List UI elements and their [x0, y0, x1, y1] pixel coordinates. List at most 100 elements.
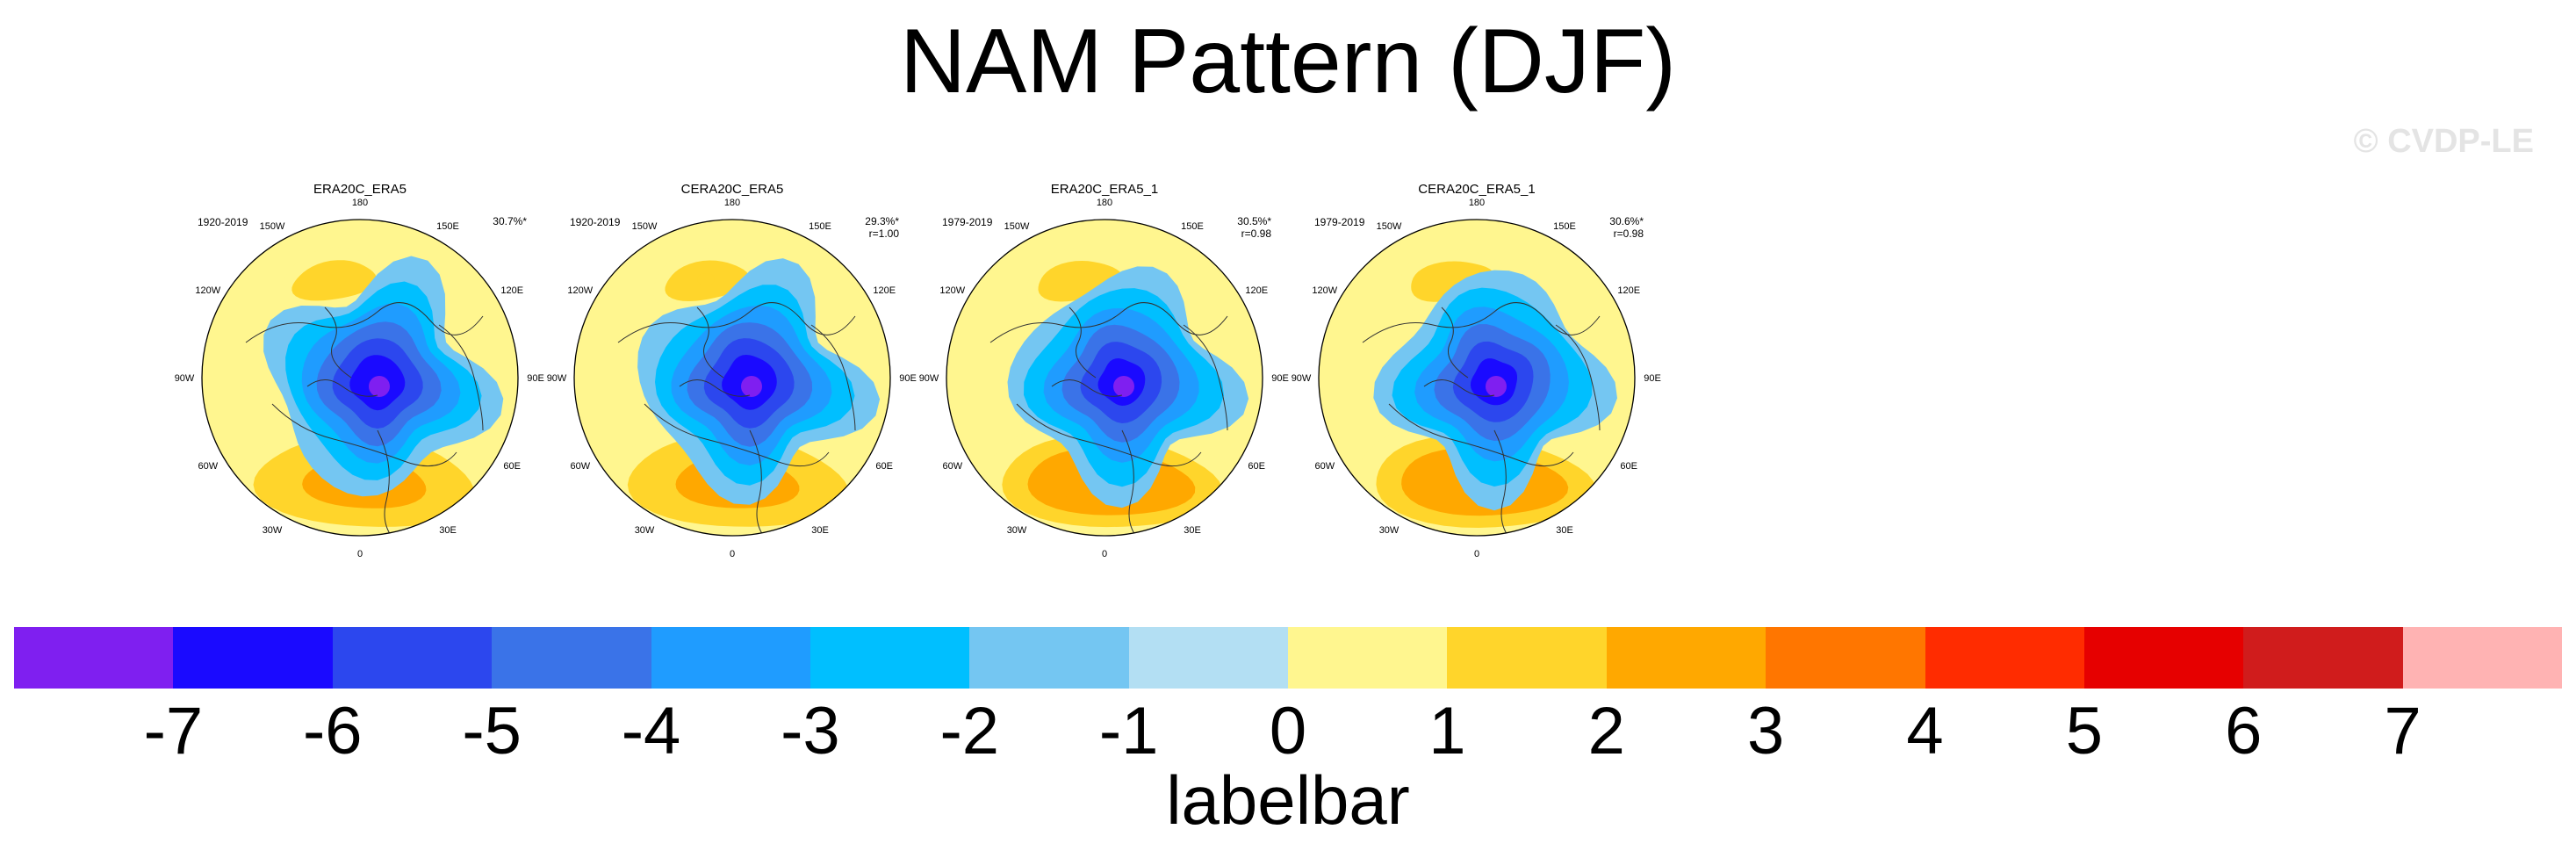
colorbar-segment [1766, 627, 1925, 689]
colorbar-tick-label: 6 [2225, 694, 2263, 768]
coastline [749, 429, 786, 536]
longitude-label: 150W [1377, 221, 1402, 232]
panel-title: CERA20C_ERA5_1 [1418, 182, 1536, 197]
longitude-label: 120E [1617, 285, 1640, 296]
map-boundary [1318, 219, 1636, 537]
map-panel: CERA20C_ERA5 1920-2019 29.3%* r=1.00 0 30E 60E… [547, 180, 917, 559]
contour-fill [1486, 376, 1507, 397]
colorbar-tick-label: -3 [781, 694, 840, 768]
coastline [1016, 403, 1202, 467]
colorbar-segment [2083, 627, 2244, 689]
colorbar-segment [2402, 627, 2562, 689]
panel-period: 1979-2019 [1314, 216, 1365, 228]
colorbar-tick-label: -4 [621, 694, 681, 768]
longitude-label: 30E [439, 525, 457, 536]
longitude-label: 60E [1248, 461, 1265, 472]
panel-stats: 30.5%* r=0.98 [1237, 215, 1271, 240]
longitude-label: 60E [1620, 461, 1637, 472]
colorbar-segment [969, 627, 1129, 689]
map-panel: CERA20C_ERA5_1 1979-2019 30.6%* r=0.98 0 30E 6… [1292, 180, 1661, 559]
colorbar-tick-label: 1 [1428, 694, 1466, 768]
coastline [271, 403, 457, 467]
contour-fill [697, 273, 715, 285]
longitude-label: 90W [919, 373, 939, 384]
colorbar-tick-label: -6 [302, 694, 363, 768]
colorbar-segment [492, 627, 651, 689]
longitude-label: 60E [875, 461, 893, 472]
figure-title: NAM Pattern (DJF) [899, 11, 1677, 112]
colorbar-tick-label: 7 [2384, 694, 2421, 768]
colorbar-segment [332, 627, 493, 689]
map-boundary [573, 219, 891, 537]
coastline [617, 302, 856, 343]
contour-fill [291, 260, 377, 301]
colorbar [14, 627, 2562, 689]
panel-period: 1920-2019 [198, 216, 248, 228]
colorbar-tick-label: 0 [1269, 694, 1307, 768]
colorbar-tick-label: -5 [462, 694, 522, 768]
coastline [306, 379, 378, 397]
panel-stats: 30.7%* [493, 215, 527, 227]
colorbar-segment [809, 627, 970, 689]
coastline [1388, 403, 1574, 467]
longitude-label: 30E [1184, 525, 1201, 536]
longitude-label: 90E [527, 373, 544, 384]
longitude-label: 150E [1181, 221, 1204, 232]
coastline [1555, 324, 1601, 431]
panel-title: ERA20C_ERA5_1 [1050, 182, 1159, 197]
longitude-label: 150W [260, 221, 285, 232]
colorbar-segment [2243, 627, 2403, 689]
longitude-label: 30W [263, 525, 283, 536]
longitude-label: 60W [198, 461, 218, 472]
coastline [245, 302, 484, 343]
pattern-correlation: r=0.98 [1241, 227, 1271, 240]
coastline [438, 324, 484, 431]
colorbar-tick-label: -1 [1098, 694, 1159, 768]
contour-fill [1113, 376, 1134, 397]
map-panel: ERA20C_ERA5_1 1979-2019 30.5%* r=0.98 0 30E 60… [919, 180, 1289, 559]
explained-variance: 29.3%* [865, 215, 899, 227]
longitude-label: 120W [195, 285, 220, 296]
longitude-label: 180 [1097, 198, 1112, 208]
longitude-label: 120E [500, 285, 523, 296]
contour-fill [741, 376, 762, 397]
colorbar-segment [1447, 627, 1607, 689]
longitude-label: 150W [632, 221, 658, 232]
longitude-label: 0 [730, 549, 735, 559]
longitude-label: 150E [1553, 221, 1576, 232]
colorbar-segment [1128, 627, 1288, 689]
panel-stats: 29.3%* r=1.00 [865, 215, 899, 240]
explained-variance: 30.5%* [1237, 215, 1271, 227]
longitude-label: 30W [1007, 525, 1027, 536]
polar-map: 0 30E 60E 90E 120E 150E 180 150W 120W 90W 60W 30W [547, 198, 917, 559]
longitude-label: 120E [873, 285, 896, 296]
longitude-label: 30W [1379, 525, 1400, 536]
map-boundary [946, 219, 1263, 537]
longitude-label: 180 [724, 198, 740, 208]
longitude-label: 90W [1292, 373, 1312, 384]
pattern-correlation: r=0.98 [1613, 227, 1644, 240]
pattern-correlation: r=1.00 [868, 227, 899, 240]
colorbar-tick-label: 3 [1746, 694, 1785, 768]
longitude-label: 90W [547, 373, 567, 384]
coastline [644, 403, 830, 467]
coastline [989, 302, 1228, 343]
longitude-label: 30E [811, 525, 829, 536]
coastline [1051, 379, 1123, 397]
longitude-label: 0 [357, 549, 363, 559]
longitude-label: 30E [1556, 525, 1573, 536]
coastline [1362, 302, 1601, 343]
colorbar-segment [1288, 627, 1448, 689]
colorbar-segment [14, 627, 174, 689]
coastline [1121, 429, 1158, 536]
longitude-label: 60W [942, 461, 962, 472]
colorbar-tick-label: 5 [2065, 694, 2104, 768]
colorbar-segment [651, 627, 810, 689]
coastline [1441, 307, 1469, 379]
longitude-label: 120W [567, 285, 593, 296]
panel-title: CERA20C_ERA5 [680, 182, 784, 197]
coastline [696, 307, 724, 379]
longitude-label: 120E [1245, 285, 1268, 296]
colorbar-tick-label: 4 [1906, 694, 1944, 768]
longitude-label: 0 [1102, 549, 1107, 559]
